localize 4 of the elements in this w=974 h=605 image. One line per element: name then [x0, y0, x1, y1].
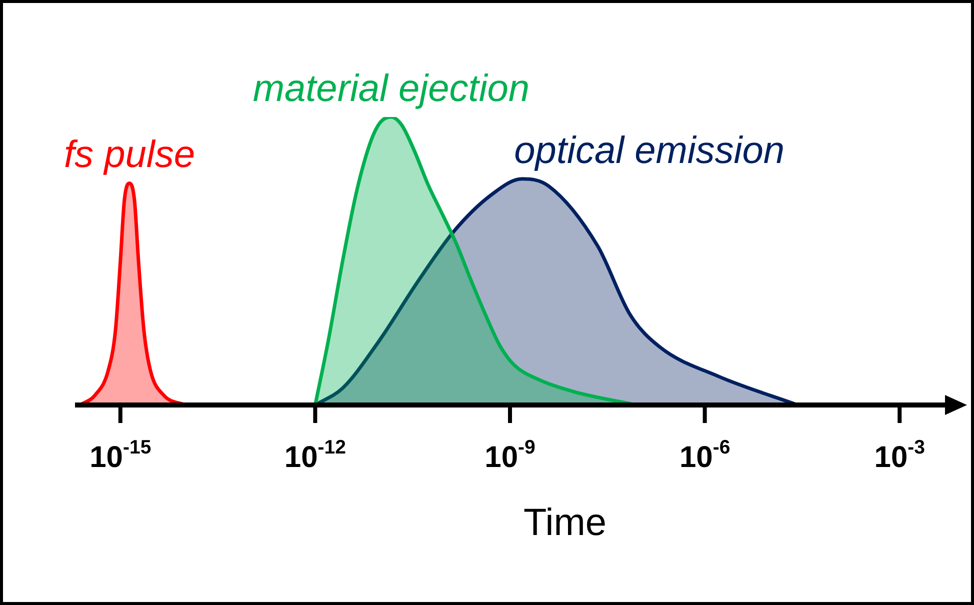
- series-label: fs pulse: [64, 134, 195, 176]
- series-label: material ejection: [252, 68, 530, 110]
- x-axis-title: Time: [523, 502, 607, 544]
- series-label: optical emission: [514, 130, 785, 172]
